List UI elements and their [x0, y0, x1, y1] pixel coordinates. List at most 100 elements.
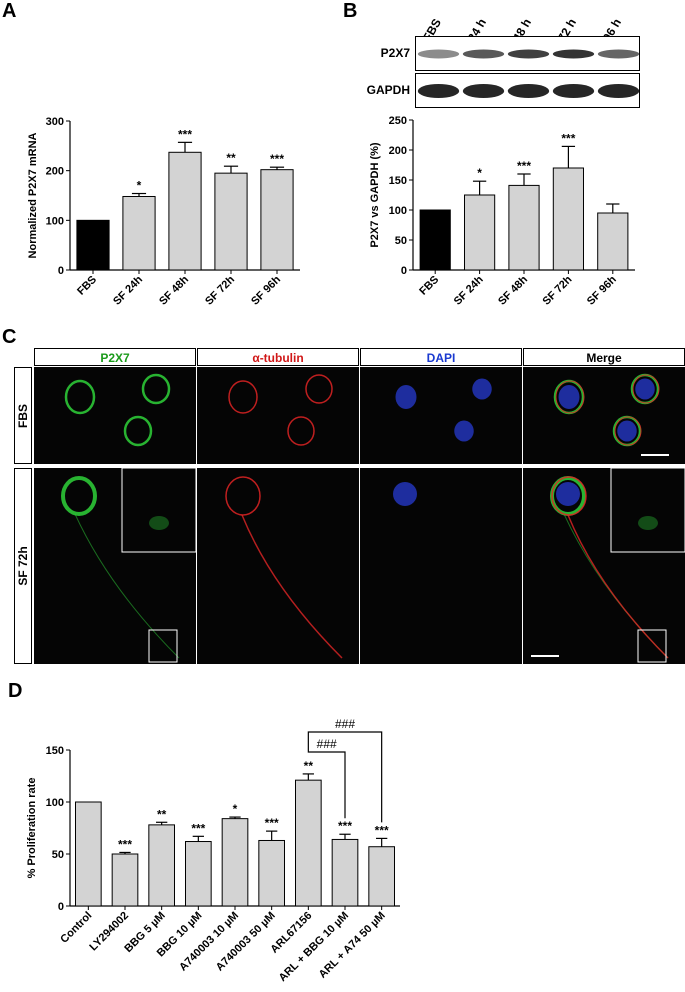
bar — [122, 195, 156, 271]
cell-nucleus — [472, 378, 492, 400]
neurite — [567, 514, 669, 659]
significance-label: *** — [375, 823, 389, 837]
cell-nucleus — [395, 385, 417, 409]
x-tick-label: SF 96h — [249, 273, 283, 307]
cell-outline — [632, 374, 660, 404]
blot-band — [552, 84, 595, 98]
significance-label: * — [233, 802, 238, 816]
blot-band — [462, 84, 505, 98]
significance-label: * — [137, 179, 142, 193]
y-tick-label: 200 — [389, 145, 407, 157]
y-axis-label: % Proliferation rate — [26, 778, 38, 879]
micrograph-tile — [360, 367, 522, 464]
bar — [221, 818, 249, 907]
bar — [148, 824, 175, 907]
bracket-label: ### — [335, 717, 355, 731]
y-tick-label: 200 — [46, 166, 64, 178]
bar — [331, 838, 359, 907]
bar — [419, 209, 451, 271]
panel-letter-d: D — [8, 680, 23, 702]
blot-band — [417, 84, 460, 98]
x-tick-label: ARL + BBG 10 µM — [277, 910, 351, 984]
micrograph-tile — [523, 468, 685, 664]
x-tick-label: SF 48h — [157, 273, 191, 307]
micrograph-tile — [197, 468, 359, 664]
cell-outline — [61, 476, 97, 516]
x-tick-label: SF 48h — [496, 273, 530, 307]
micrograph-row-label: FBS — [14, 367, 32, 464]
x-tick-label: SF 24h — [452, 273, 486, 307]
blot-band — [507, 84, 550, 98]
inset-source-box — [637, 629, 667, 663]
cell-nucleus — [454, 420, 474, 442]
micrograph-tile — [34, 468, 196, 664]
bar — [552, 167, 584, 271]
bar — [75, 801, 102, 907]
bar — [260, 169, 294, 271]
significance-label: *** — [270, 152, 284, 166]
micrograph-row-label: SF 72h — [14, 468, 32, 664]
significance-label: *** — [191, 821, 205, 835]
y-axis-label: P2X7 vs GAPDH (%) — [369, 142, 381, 247]
chart-a-mrna: 0 100 200 300 Normalized P2X7 mRNA FBS * SF 24h… — [27, 116, 300, 308]
blot-band — [597, 49, 640, 59]
micrograph-column-header: DAPI — [360, 348, 522, 366]
blot-strip-gapdh — [415, 73, 640, 108]
y-tick-label: 0 — [58, 901, 64, 913]
micrograph-tile — [523, 367, 685, 464]
micrograph-column-header: α-tubulin — [197, 348, 359, 366]
cell-outline — [287, 416, 315, 446]
cell-outline — [64, 379, 96, 415]
y-tick-label: 50 — [52, 849, 64, 861]
x-tick-label: Control — [58, 910, 94, 946]
micrograph-tile — [34, 367, 196, 464]
significance-label: *** — [561, 131, 575, 145]
y-tick-label: 0 — [58, 265, 64, 277]
significance-label: *** — [265, 816, 279, 830]
inset-detail — [638, 516, 658, 530]
blot-band — [597, 84, 640, 98]
bar — [464, 194, 496, 271]
y-tick-label: 300 — [46, 116, 64, 128]
bar — [597, 212, 629, 271]
comparison-bracket — [307, 751, 346, 819]
blot-band — [417, 49, 460, 59]
cell-nucleus — [393, 482, 417, 506]
x-tick-label: FBS — [417, 274, 441, 298]
bar — [295, 779, 322, 907]
blot-row-label: P2X7 — [380, 46, 410, 60]
significance-label: *** — [118, 837, 132, 851]
significance-label: ** — [157, 807, 167, 821]
y-tick-label: 0 — [401, 265, 407, 277]
inset-zoom — [121, 468, 196, 553]
panel-letter-b: B — [343, 0, 358, 22]
bar — [185, 841, 212, 907]
x-tick-label: SF 72h — [203, 273, 237, 307]
y-tick-label: 100 — [389, 205, 407, 217]
significance-label: ** — [304, 759, 314, 773]
blot-row-label: GAPDH — [366, 83, 410, 97]
panel-letter-a: A — [2, 0, 17, 22]
bar — [111, 853, 139, 907]
cell-outline — [141, 373, 171, 405]
chart-b-protein: 0 50 100 150 200 250 P2X7 vs GAPDH (%) FBS * SF 2… — [369, 115, 635, 308]
bar — [168, 151, 202, 271]
significance-label: *** — [517, 159, 531, 173]
cell-outline — [551, 476, 587, 516]
y-tick-label: 150 — [389, 175, 407, 187]
cell-nucleus — [556, 482, 580, 506]
cell-outline — [228, 380, 258, 414]
cell-nucleus — [635, 378, 655, 400]
cell-outline — [555, 380, 585, 414]
neurite — [74, 513, 180, 659]
neurite — [241, 514, 343, 659]
bar — [258, 839, 286, 907]
bar — [508, 184, 540, 271]
blot-strip-p2x7 — [415, 36, 640, 71]
y-axis-label: Normalized P2X7 mRNA — [27, 132, 39, 258]
micrograph-column-header: Merge — [523, 348, 685, 366]
y-tick-label: 250 — [389, 115, 407, 127]
bar — [76, 219, 110, 271]
significance-label: *** — [338, 819, 352, 833]
